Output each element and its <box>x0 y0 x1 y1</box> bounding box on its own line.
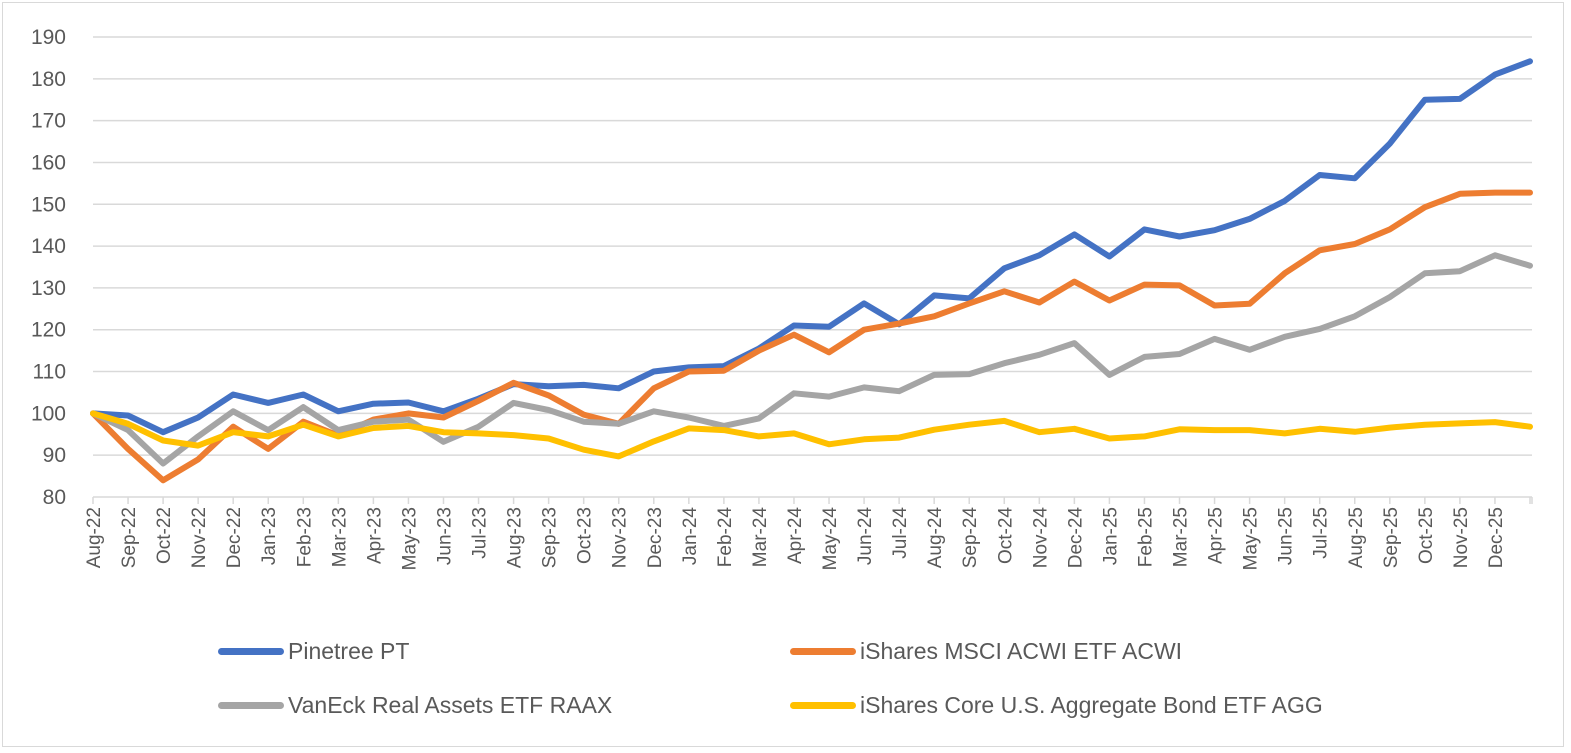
x-tick-label: Aug-25 <box>1346 507 1367 568</box>
series-line-0 <box>90 58 1533 436</box>
legend-label: Pinetree PT <box>288 637 410 664</box>
x-tick-label: Dec-24 <box>1065 507 1086 569</box>
legend-item-acwi: iShares MSCI ACWI ETF ACWI <box>790 637 1182 665</box>
y-tick-label: 180 <box>31 68 66 91</box>
x-tick-label: Oct-25 <box>1416 507 1437 564</box>
y-axis: 80 90 100 110 120 130 140 150 160 170 180 190 <box>31 26 66 509</box>
y-tick-label: 80 <box>43 486 66 509</box>
x-tick-label: Sep-24 <box>960 507 981 569</box>
x-tick-label: Mar-25 <box>1171 507 1192 567</box>
legend-swatch-icon <box>790 701 856 709</box>
x-tick-label: Nov-24 <box>1030 507 1051 569</box>
x-tick-label: Dec-25 <box>1486 507 1507 568</box>
legend-item-pinetree: Pinetree PT <box>218 637 409 665</box>
x-tick-label: Jan-25 <box>1100 507 1121 565</box>
x-tick-label: Oct-22 <box>154 507 175 564</box>
x-tick-label: Aug-24 <box>925 507 946 569</box>
legend-item-raax: VanEck Real Assets ETF RAAX <box>218 691 612 719</box>
x-tick-label: Feb-25 <box>1135 507 1156 567</box>
x-tick-label: May-24 <box>820 507 841 571</box>
x-tick-label: Jan-23 <box>259 507 280 565</box>
x-tick-label: Sep-22 <box>119 507 140 568</box>
y-tick-label: 150 <box>31 193 66 216</box>
x-tick-label: Nov-22 <box>189 507 210 568</box>
legend-label: iShares MSCI ACWI ETF ACWI <box>860 637 1183 664</box>
x-tick-label: Feb-23 <box>294 507 315 567</box>
x-tick-label: Jul-24 <box>890 507 911 559</box>
x-tick-label: Jun-23 <box>434 507 455 565</box>
legend-swatch-icon <box>218 647 284 655</box>
x-tick-label: May-25 <box>1241 507 1262 570</box>
x-tick-label: Nov-25 <box>1451 507 1472 568</box>
x-tick-label: Nov-23 <box>610 507 631 568</box>
y-tick-label: 170 <box>31 110 66 133</box>
x-tick-label: Sep-25 <box>1381 507 1402 568</box>
y-tick-label: 90 <box>43 444 66 467</box>
series-lines <box>90 58 1533 484</box>
x-tick-label: Apr-23 <box>364 507 385 564</box>
x-tick-label: Feb-24 <box>715 507 736 568</box>
x-tick-label: Apr-24 <box>785 507 806 564</box>
gridlines <box>93 36 1532 456</box>
y-tick-label: 120 <box>31 319 66 342</box>
x-tick-label: Oct-24 <box>995 507 1016 564</box>
legend-swatch-icon <box>218 701 284 709</box>
series-line-2 <box>90 252 1533 467</box>
legend-item-agg: iShares Core U.S. Aggregate Bond ETF AGG <box>790 691 1323 719</box>
x-tick-label: Sep-23 <box>540 507 561 568</box>
legend-swatch-icon <box>790 647 856 655</box>
x-tick-label: Dec-22 <box>224 507 245 568</box>
y-tick-label: 130 <box>31 277 66 300</box>
x-tick-label: May-23 <box>399 507 420 570</box>
x-tick-label: Aug-23 <box>505 507 526 568</box>
x-tick-label: Dec-23 <box>645 507 666 568</box>
x-axis: Aug-22 Sep-22 Oct-22 Nov-22 Dec-22 Jan-23 Feb-… <box>84 496 1533 571</box>
y-tick-label: 160 <box>31 151 66 174</box>
x-tick-label: Aug-22 <box>84 507 105 568</box>
x-tick-label: Apr-25 <box>1206 507 1227 564</box>
x-tick-label: Jun-25 <box>1276 507 1297 565</box>
x-tick-label: Oct-23 <box>575 507 596 564</box>
x-tick-label: Jul-23 <box>470 507 491 559</box>
x-tick-label: Mar-24 <box>750 507 771 568</box>
legend-label: iShares Core U.S. Aggregate Bond ETF AGG <box>860 691 1323 718</box>
y-tick-label: 110 <box>33 361 66 384</box>
x-tick-label: Jan-24 <box>680 507 701 566</box>
y-tick-label: 100 <box>31 402 66 425</box>
y-tick-label: 190 <box>31 26 66 49</box>
x-tick-label: Jun-24 <box>855 507 876 566</box>
x-tick-label: Mar-23 <box>329 507 350 567</box>
x-tick-label: Jul-25 <box>1311 507 1332 559</box>
series-line-3 <box>90 410 1533 460</box>
y-tick-label: 140 <box>31 235 66 258</box>
legend-label: VanEck Real Assets ETF RAAX <box>288 691 613 718</box>
